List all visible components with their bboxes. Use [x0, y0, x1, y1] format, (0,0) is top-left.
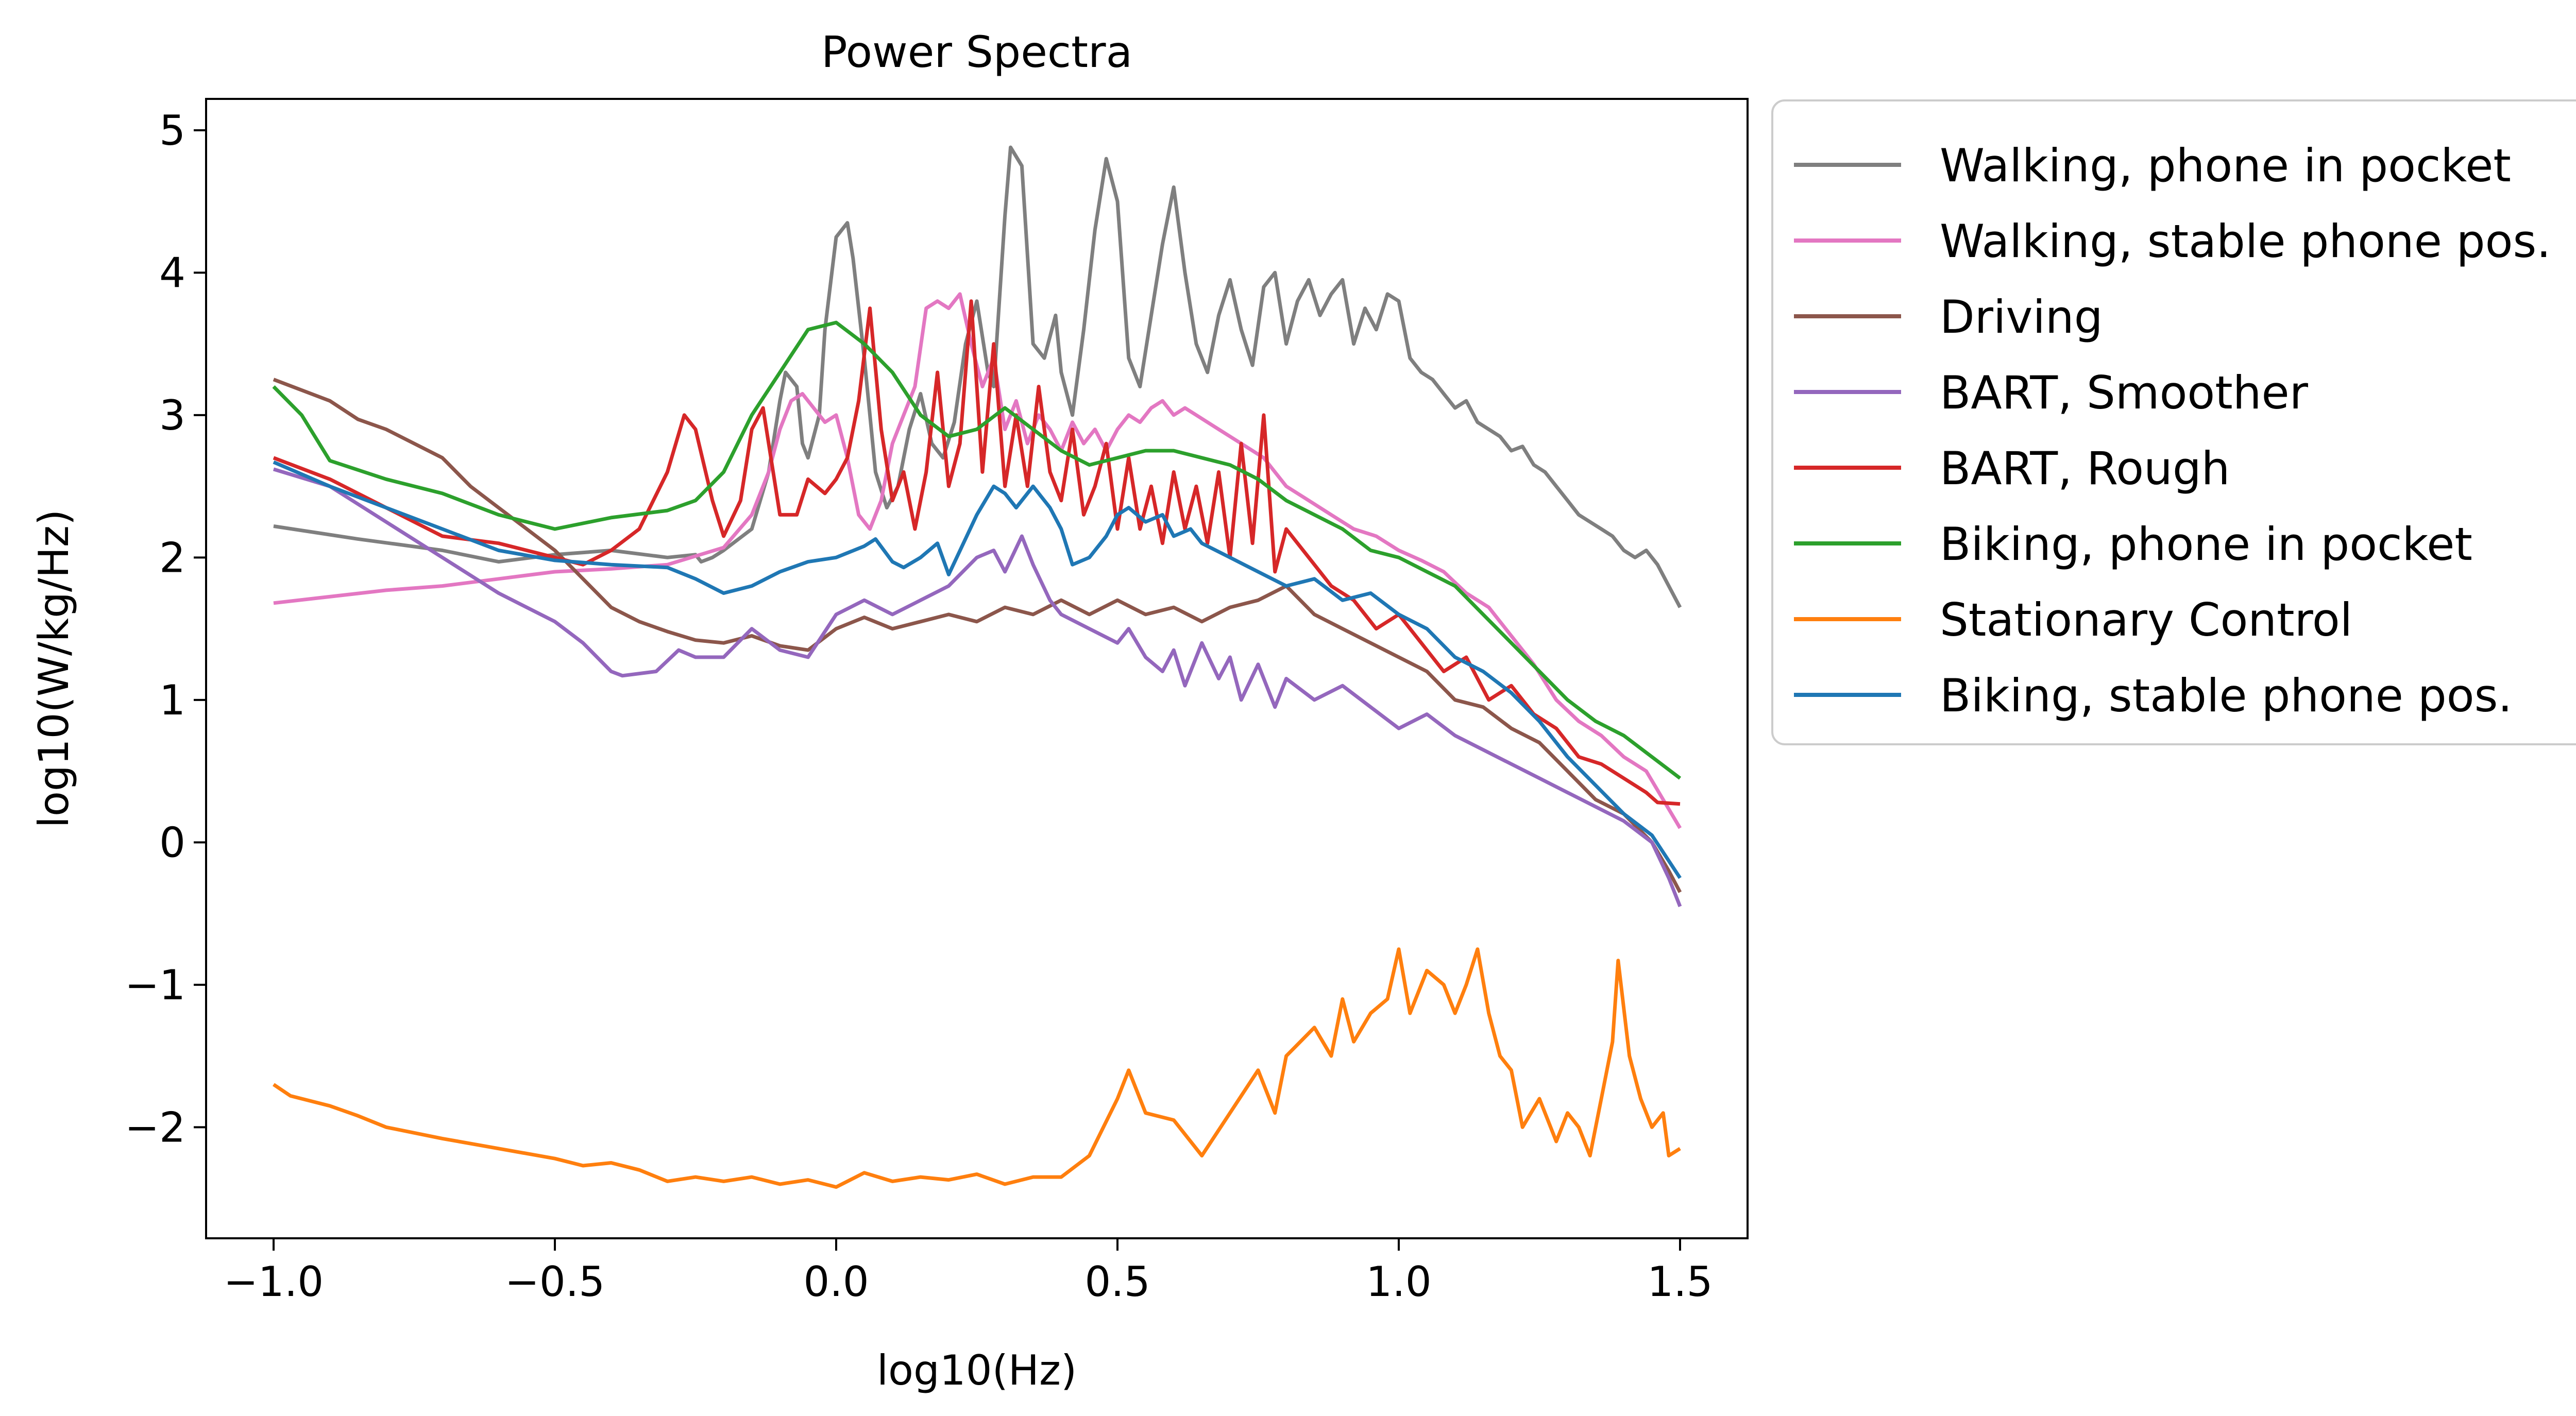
x-tick-label: 1.5 [1647, 1258, 1713, 1306]
legend-label-5: Biking, phone in pocket [1940, 518, 2472, 571]
legend-items: Walking, phone in pocket Walking, stable … [1794, 139, 2551, 722]
plot-frame [205, 98, 1749, 1239]
series-line-2 [273, 378, 1682, 893]
x-tick-label: −0.5 [505, 1258, 605, 1306]
x-tick-label: 0.0 [803, 1258, 869, 1306]
legend-label-0: Walking, phone in pocket [1940, 139, 2511, 192]
series-line-6 [273, 947, 1681, 1189]
chart-title: Power Spectra [821, 27, 1132, 77]
y-tick-label: 4 [159, 249, 185, 297]
x-tick-label: 1.0 [1366, 1258, 1431, 1306]
y-tick-label: 3 [159, 391, 185, 439]
y-axis-ticks: −2 −1 0 1 2 3 4 5 [125, 107, 206, 1151]
series-line-4 [273, 299, 1681, 806]
y-tick-label: 1 [159, 676, 185, 724]
y-tick-label: 5 [159, 107, 185, 155]
legend-label-4: BART, Rough [1940, 442, 2230, 495]
series-line-1 [273, 292, 1682, 829]
legend-label-3: BART, Smoother [1940, 366, 2309, 419]
legend-label-7: Biking, stable phone pos. [1940, 669, 2512, 722]
legend-label-2: Driving [1940, 291, 2103, 344]
legend-label-1: Walking, stable phone pos. [1940, 215, 2551, 268]
y-tick-label: 2 [159, 534, 185, 582]
series-line-5 [272, 320, 1682, 780]
x-axis-ticks: −1.0 −0.5 0.0 0.5 1.0 1.5 [224, 1238, 1713, 1306]
x-tick-label: 0.5 [1084, 1258, 1150, 1306]
legend-label-6: Stationary Control [1940, 593, 2352, 646]
x-axis-label: log10(Hz) [877, 1346, 1077, 1394]
x-tick-label: −1.0 [224, 1258, 324, 1306]
series-layer [272, 145, 1682, 1189]
y-tick-label: −2 [125, 1103, 185, 1151]
legend: Walking, phone in pocket Walking, stable … [1771, 99, 2576, 745]
legend-frame [1771, 99, 2576, 745]
series-line-3 [273, 467, 1682, 908]
y-axis-label: log10(W/kg/Hz) [30, 509, 78, 828]
series-line-0 [273, 145, 1682, 608]
y-tick-label: −1 [125, 961, 185, 1009]
series-line-7 [273, 460, 1682, 879]
y-tick-label: 0 [159, 818, 185, 866]
